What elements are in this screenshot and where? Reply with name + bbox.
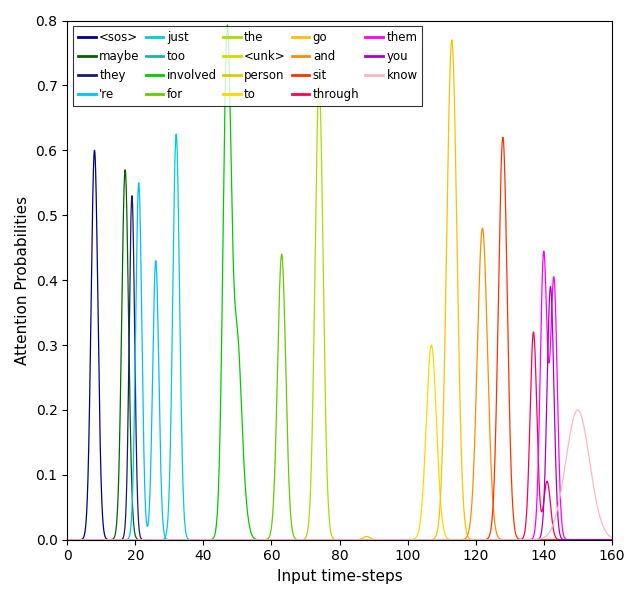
Y-axis label: Attention Probabilities: Attention Probabilities xyxy=(15,195,30,365)
X-axis label: Input time-steps: Input time-steps xyxy=(276,569,403,584)
Legend: <sos>, maybe, they, 're, just, too, involved, for, the, <unk>, person, to, go, a: <sos>, maybe, they, 're, just, too, invo… xyxy=(73,26,422,105)
